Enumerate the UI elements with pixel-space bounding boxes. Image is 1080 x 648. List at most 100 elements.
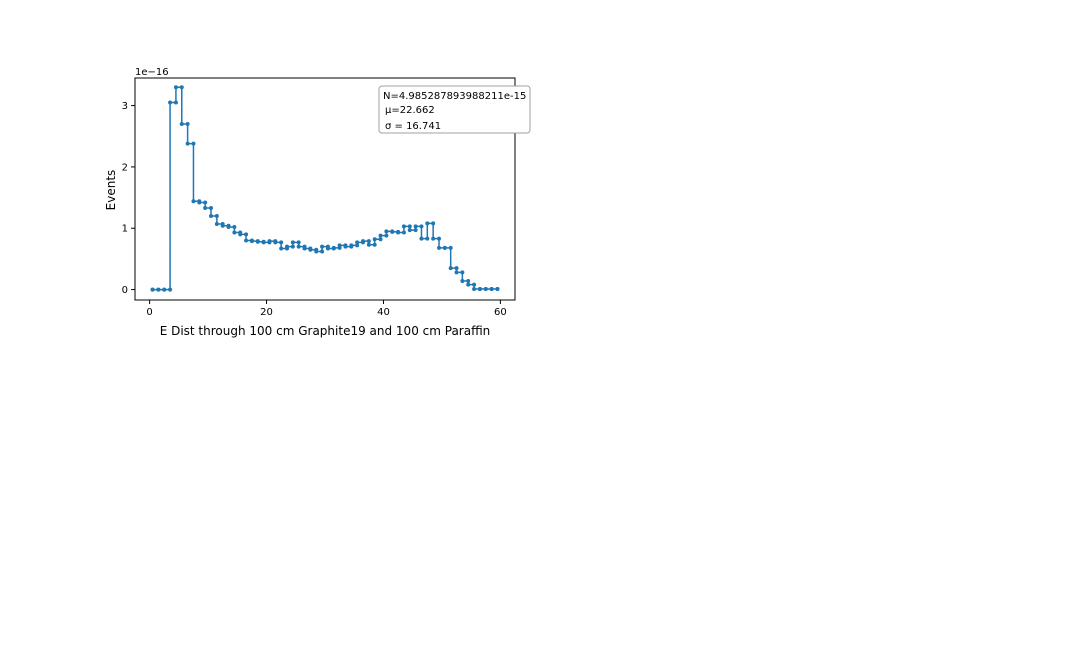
data-point [255, 239, 260, 244]
y-tick-label: 3 [122, 101, 128, 112]
data-point [460, 270, 465, 275]
data-point [203, 200, 208, 205]
data-point [413, 224, 418, 229]
y-tick-label: 1 [122, 224, 128, 235]
data-point [296, 244, 301, 249]
data-point [372, 237, 377, 242]
data-point [431, 221, 436, 226]
data-point [185, 141, 190, 146]
data-point [220, 223, 225, 228]
data-point [442, 245, 447, 250]
data-point [401, 230, 406, 235]
data-point [472, 286, 477, 291]
data-point [285, 244, 289, 249]
plot-frame [134, 77, 516, 301]
data-point [466, 282, 471, 287]
data-point [173, 85, 178, 90]
data-point [302, 246, 307, 251]
stats-n: N=4.985287893988211e-15 [383, 91, 526, 102]
stats-box-frame [378, 85, 531, 134]
data-point [378, 237, 383, 242]
data-point [448, 245, 453, 250]
data-point [191, 141, 196, 146]
data-point [168, 287, 173, 292]
data-point [355, 243, 360, 248]
data-point [261, 240, 266, 245]
data-point [366, 242, 371, 247]
data-point [156, 287, 161, 292]
data-point [279, 240, 284, 245]
data-point [331, 245, 336, 250]
data-point [378, 233, 383, 238]
x-tick-label: 40 [377, 307, 390, 318]
data-point [425, 221, 430, 226]
data-point [290, 240, 295, 245]
data-point [489, 286, 494, 291]
data-point [150, 287, 155, 292]
data-point [437, 236, 441, 241]
data-point [214, 221, 219, 226]
data-point [173, 100, 178, 105]
data-point [425, 236, 430, 241]
data-point [419, 224, 424, 229]
data-point [249, 239, 254, 244]
axis-ticks: 0 20 40 60 0 1 2 3 [122, 101, 507, 318]
data-point [448, 266, 453, 271]
data-point [238, 232, 243, 237]
data-point [361, 239, 365, 244]
x-tick-label: 20 [260, 307, 273, 318]
stats-mu: μ=22.662 [385, 105, 435, 116]
data-point [413, 228, 418, 233]
data-point [273, 240, 278, 245]
stats-sigma: σ = 16.741 [385, 121, 441, 132]
data-point [320, 244, 325, 249]
data-point [466, 278, 471, 283]
y-tick-label: 2 [122, 162, 128, 173]
data-point [384, 233, 389, 238]
data-point [314, 249, 319, 254]
data-point [454, 270, 459, 275]
stats-box: N=4.985287893988211e-15 μ=22.662 σ = 16.… [378, 85, 531, 134]
data-point [437, 245, 441, 250]
data-point [320, 249, 325, 254]
y-offset-label: 1e−16 [135, 67, 169, 78]
data-point [209, 206, 213, 211]
data-point [454, 266, 459, 271]
data-point [244, 232, 249, 237]
data-point [191, 199, 196, 204]
data-point [396, 230, 401, 235]
data-point [401, 224, 406, 229]
data-point [407, 224, 412, 229]
data-point [226, 225, 231, 230]
data-point [209, 213, 213, 218]
data-point [179, 121, 184, 126]
data-point [460, 278, 465, 283]
x-tick-label: 60 [494, 307, 507, 318]
data-point [407, 228, 412, 233]
data-point [343, 244, 348, 249]
data-point [232, 230, 237, 235]
series-line [152, 86, 498, 291]
y-tick-label: 0 [122, 285, 128, 296]
data-point [477, 286, 482, 291]
data-point [390, 229, 395, 234]
data-point [267, 239, 272, 244]
data-point [290, 244, 295, 249]
data-point [203, 206, 208, 211]
data-point [349, 243, 354, 248]
x-axis-label: E Dist through 100 cm Graphite19 and 100… [160, 324, 491, 338]
data-point [279, 246, 284, 251]
data-point [419, 236, 424, 241]
data-point [296, 240, 301, 245]
data-point [495, 286, 500, 291]
data-point [325, 246, 330, 251]
data-point [185, 121, 190, 126]
data-point [431, 236, 436, 241]
data-point [337, 243, 342, 248]
data-point [366, 239, 371, 244]
data-point [472, 282, 477, 287]
data-point [214, 213, 219, 218]
data-point [483, 286, 488, 291]
x-tick-label: 0 [146, 307, 152, 318]
